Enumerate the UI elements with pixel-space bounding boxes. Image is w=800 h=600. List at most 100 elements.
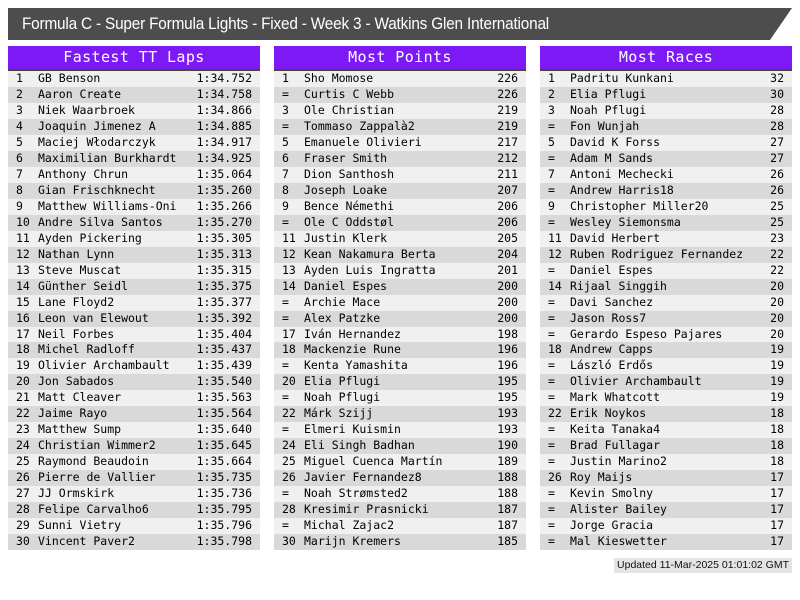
table-row[interactable]: 30 Marijn Kremers 185 [274, 534, 526, 551]
table-row[interactable]: 12 Ruben Rodriguez Fernandez 22 [540, 246, 792, 263]
table-row[interactable]: 18 Andrew Capps 19 [540, 342, 792, 359]
table-row[interactable]: = Daniel Espes 22 [540, 262, 792, 279]
row-driver-name: Archie Mace [304, 294, 381, 309]
table-row[interactable]: 6 Maximilian Burkhardt 1:34.925 [8, 150, 260, 167]
table-row[interactable]: 26 Javier Fernandez8 188 [274, 470, 526, 487]
table-row[interactable]: = Kenta Yamashita 196 [274, 358, 526, 375]
table-row[interactable]: 9 Matthew Williams-Oni 1:35.266 [8, 198, 260, 215]
table-row[interactable]: = László Erdős 19 [540, 358, 792, 375]
table-row[interactable]: = Fon Wunjah 28 [540, 118, 792, 135]
table-row[interactable]: = Curtis C Webb 226 [274, 86, 526, 103]
table-row[interactable]: 22 Jaime Rayo 1:35.564 [8, 406, 260, 423]
table-row[interactable]: 8 Joseph Loake 207 [274, 182, 526, 199]
row-driver-name: Joaquin Jimenez A [38, 118, 156, 133]
table-row[interactable]: 10 Andre Silva Santos 1:35.270 [8, 214, 260, 231]
table-row[interactable]: 5 Maciej Włodarczyk 1:34.917 [8, 134, 260, 151]
table-row[interactable]: = Noah Strømsted2 188 [274, 486, 526, 503]
table-row[interactable]: 26 Pierre de Vallier 1:35.735 [8, 470, 260, 487]
row-position: = [548, 486, 555, 501]
table-row[interactable]: 8 Gian Frischknecht 1:35.260 [8, 182, 260, 199]
table-row[interactable]: 16 Leon van Elewout 1:35.392 [8, 310, 260, 327]
table-row[interactable]: 29 Sunni Vietry 1:35.796 [8, 518, 260, 535]
table-row[interactable]: = Gerardo Espeso Pajares 20 [540, 326, 792, 343]
table-row[interactable]: 11 Justin Klerk 205 [274, 230, 526, 247]
table-row[interactable]: 18 Mackenzie Rune 196 [274, 342, 526, 359]
row-position: 18 [548, 342, 562, 357]
table-row[interactable]: = Olivier Archambault 19 [540, 374, 792, 391]
table-row[interactable]: = Archie Mace 200 [274, 294, 526, 311]
table-row[interactable]: 3 Niek Waarbroek 1:34.866 [8, 102, 260, 119]
table-row[interactable]: 17 Neil Forbes 1:35.404 [8, 326, 260, 343]
table-row[interactable]: 30 Vincent Paver2 1:35.798 [8, 534, 260, 551]
table-row[interactable]: 9 Bence Némethi 206 [274, 198, 526, 215]
table-row[interactable]: 5 Emanuele Olivieri 217 [274, 134, 526, 151]
table-row[interactable]: = Davi Sanchez 20 [540, 294, 792, 311]
table-row[interactable]: 14 Daniel Espes 200 [274, 278, 526, 295]
table-row[interactable]: = Tommaso Zappalà2 219 [274, 118, 526, 135]
table-row[interactable]: 24 Eli Singh Badhan 190 [274, 438, 526, 455]
table-row[interactable]: = Ole C Oddstøl 206 [274, 214, 526, 231]
table-row[interactable]: 13 Ayden Luis Ingratta 201 [274, 262, 526, 279]
table-row[interactable]: 19 Olivier Archambault 1:35.439 [8, 358, 260, 375]
table-row[interactable]: 9 Christopher Miller20 25 [540, 198, 792, 215]
table-row[interactable]: 17 Iván Hernandez 198 [274, 326, 526, 343]
row-driver-name: Olivier Archambault [570, 374, 702, 389]
table-row[interactable]: 2 Elia Pflugi 30 [540, 86, 792, 103]
row-position: = [282, 390, 289, 405]
table-row[interactable]: 7 Antoni Mechecki 26 [540, 166, 792, 183]
table-row[interactable]: 1 Sho Momose 226 [274, 71, 526, 87]
table-row[interactable]: 6 Fraser Smith 212 [274, 150, 526, 167]
table-row[interactable]: = Mark Whatcott 19 [540, 390, 792, 407]
table-row[interactable]: 12 Kean Nakamura Berta 204 [274, 246, 526, 263]
table-row[interactable]: 5 David K Forss 27 [540, 134, 792, 151]
table-row[interactable]: 28 Felipe Carvalho6 1:35.795 [8, 502, 260, 519]
table-row[interactable]: 27 JJ Ormskirk 1:35.736 [8, 486, 260, 503]
table-row[interactable]: = Alex Patzke 200 [274, 310, 526, 327]
row-value: 187 [497, 518, 518, 533]
table-row[interactable]: 25 Miguel Cuenca Martín 189 [274, 454, 526, 471]
table-row[interactable]: 14 Günther Seidl 1:35.375 [8, 278, 260, 295]
table-row[interactable]: = Justin Marino2 18 [540, 454, 792, 471]
table-row[interactable]: 22 Erik Noykos 18 [540, 406, 792, 423]
table-row[interactable]: = Kevin Smolny 17 [540, 486, 792, 503]
table-row[interactable]: = Noah Pflugi 195 [274, 390, 526, 407]
table-row[interactable]: 2 Aaron Create 1:34.758 [8, 86, 260, 103]
table-row[interactable]: 1 GB Benson 1:34.752 [8, 71, 260, 87]
table-row[interactable]: 24 Christian Wimmer2 1:35.645 [8, 438, 260, 455]
table-row[interactable]: = Michal Zajac2 187 [274, 518, 526, 535]
table-row[interactable]: 26 Roy Maijs 17 [540, 470, 792, 487]
table-row[interactable]: 7 Dion Santhosh 211 [274, 166, 526, 183]
table-row[interactable]: 25 Raymond Beaudoin 1:35.664 [8, 454, 260, 471]
table-row[interactable]: 20 Elia Pflugi 195 [274, 374, 526, 391]
table-row[interactable]: 23 Matthew Sump 1:35.640 [8, 422, 260, 439]
table-row[interactable]: 3 Ole Christian 219 [274, 102, 526, 119]
table-row[interactable]: = Alister Bailey 17 [540, 502, 792, 519]
table-row[interactable]: 12 Nathan Lynn 1:35.313 [8, 246, 260, 263]
table-row[interactable]: 11 Ayden Pickering 1:35.305 [8, 230, 260, 247]
table-row[interactable]: 28 Kresimir Prasnicki 187 [274, 502, 526, 519]
row-position: = [548, 518, 555, 533]
row-driver-name: Matt Cleaver [38, 390, 122, 405]
table-row[interactable]: = Jason Ross7 20 [540, 310, 792, 327]
table-row[interactable]: 1 Padritu Kunkani 32 [540, 71, 792, 87]
row-driver-name: Justin Marino2 [570, 454, 667, 469]
table-row[interactable]: 20 Jon Sabados 1:35.540 [8, 374, 260, 391]
table-row[interactable]: 22 Márk Szijj 193 [274, 406, 526, 423]
table-row[interactable]: = Elmeri Kuismin 193 [274, 422, 526, 439]
table-row[interactable]: = Jorge Gracia 17 [540, 518, 792, 535]
table-row[interactable]: 21 Matt Cleaver 1:35.563 [8, 390, 260, 407]
table-row[interactable]: = Brad Fullagar 18 [540, 438, 792, 455]
table-row[interactable]: 13 Steve Muscat 1:35.315 [8, 262, 260, 279]
table-row[interactable]: 7 Anthony Chrun 1:35.064 [8, 166, 260, 183]
table-row[interactable]: = Keita Tanaka4 18 [540, 422, 792, 439]
table-row[interactable]: = Wesley Siemonsma 25 [540, 214, 792, 231]
table-row[interactable]: = Andrew Harris18 26 [540, 182, 792, 199]
table-row[interactable]: 4 Joaquin Jimenez A 1:34.885 [8, 118, 260, 135]
table-row[interactable]: = Adam M Sands 27 [540, 150, 792, 167]
table-row[interactable]: = Mal Kieswetter 17 [540, 534, 792, 551]
table-row[interactable]: 3 Noah Pflugi 28 [540, 102, 792, 119]
table-row[interactable]: 11 David Herbert 23 [540, 230, 792, 247]
table-row[interactable]: 18 Michel Radloff 1:35.437 [8, 342, 260, 359]
table-row[interactable]: 14 Rijaal Singgih 20 [540, 278, 792, 295]
table-row[interactable]: 15 Lane Floyd2 1:35.377 [8, 294, 260, 311]
